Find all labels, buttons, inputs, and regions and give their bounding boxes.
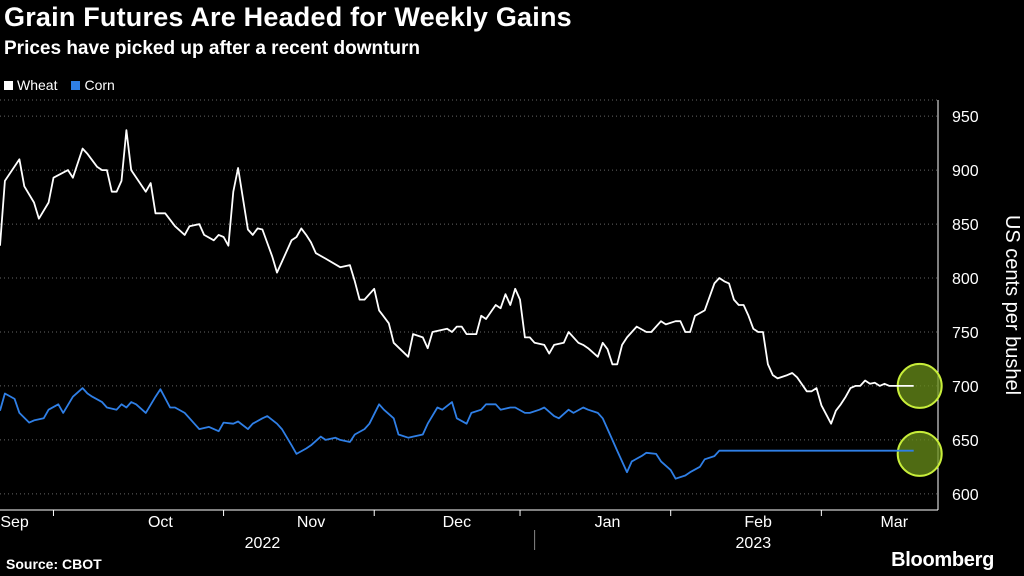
x-tick-label-nov: Nov xyxy=(297,514,325,531)
y-tick-label-850: 850 xyxy=(952,217,979,234)
series-line-wheat xyxy=(0,129,914,425)
y-tick-label-650: 650 xyxy=(952,433,979,450)
legend-swatch-corn xyxy=(71,80,81,90)
source-note: Source: CBOT xyxy=(6,556,102,572)
chart-title: Grain Futures Are Headed for Weekly Gain… xyxy=(4,2,572,32)
y-tick-label-750: 750 xyxy=(952,325,979,342)
legend-swatch-wheat xyxy=(4,80,13,90)
bloomberg-logo: Bloomberg xyxy=(891,549,994,571)
y-tick-label-950: 950 xyxy=(952,109,979,126)
legend: Wheat Corn xyxy=(4,77,115,93)
y-tick-label-800: 800 xyxy=(952,271,979,288)
highlight-corn xyxy=(896,430,943,477)
y-tick-label-700: 700 xyxy=(952,379,979,396)
series-line-corn xyxy=(0,387,914,480)
chart-subtitle: Prices have picked up after a recent dow… xyxy=(4,38,421,59)
y-axis-title: US cents per bushel xyxy=(1001,215,1023,395)
x-tick-label-sep: Sep xyxy=(0,514,29,531)
legend-item-wheat: Wheat xyxy=(4,77,57,93)
legend-label-corn: Corn xyxy=(84,77,115,93)
x-tick-label-feb: Feb xyxy=(744,514,772,531)
legend-item-corn: Corn xyxy=(71,77,115,93)
legend-label-wheat: Wheat xyxy=(17,77,58,93)
x-tick-label-mar: Mar xyxy=(880,514,908,531)
y-tick-label-600: 600 xyxy=(952,487,979,504)
x-tick-label-dec: Dec xyxy=(443,514,471,531)
x-tick-label-jan: Jan xyxy=(595,514,621,531)
year-label-2022: 2022 xyxy=(245,535,281,552)
year-label-2023: 2023 xyxy=(736,535,772,552)
y-tick-label-900: 900 xyxy=(952,163,979,180)
x-tick-label-oct: Oct xyxy=(148,514,173,531)
